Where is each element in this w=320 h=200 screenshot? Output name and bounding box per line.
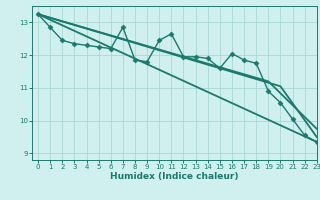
X-axis label: Humidex (Indice chaleur): Humidex (Indice chaleur) xyxy=(110,172,239,181)
